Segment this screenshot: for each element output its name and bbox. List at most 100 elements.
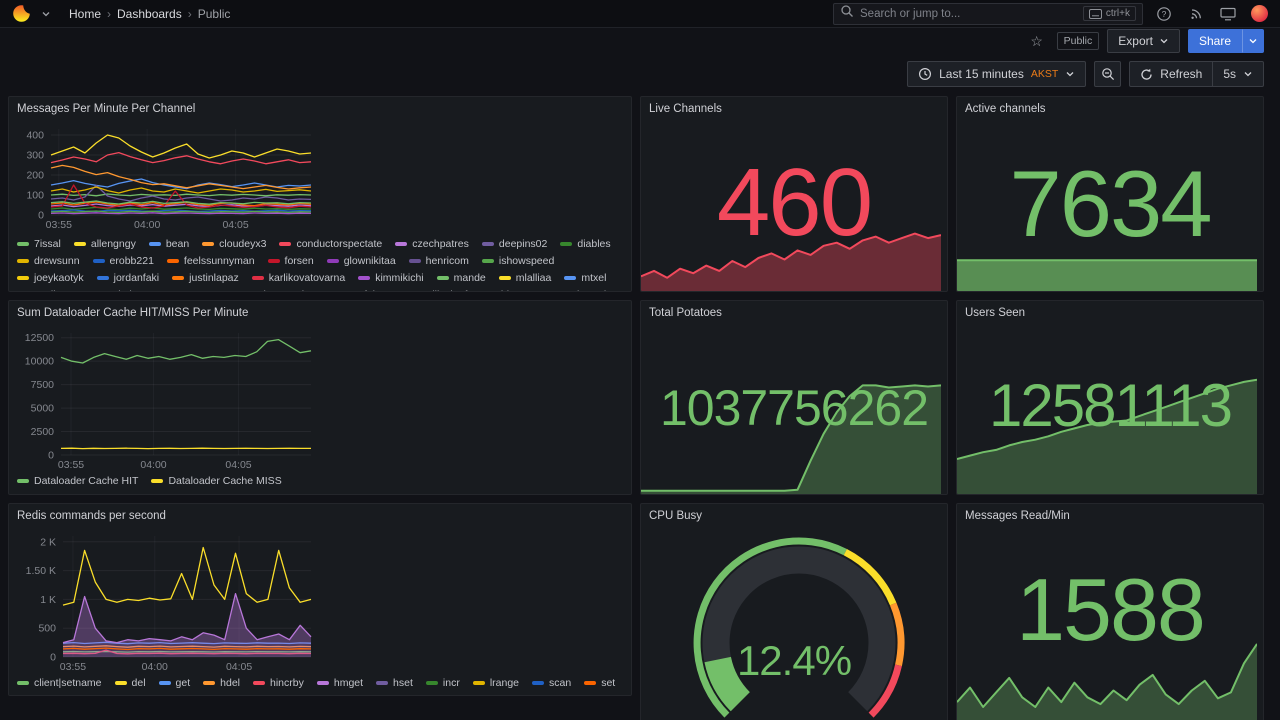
legend-item[interactable]: karlikovatovarna <box>251 271 345 285</box>
legend-swatch <box>481 242 494 246</box>
time-range-button[interactable]: Last 15 minutes AKST <box>907 61 1087 87</box>
legend-swatch <box>560 242 573 246</box>
panel-title[interactable]: Messages Read/Min <box>965 510 1070 522</box>
legend-item[interactable]: drewsunn <box>17 254 80 268</box>
legend-label: henricom <box>425 255 469 267</box>
legend-swatch <box>532 681 545 685</box>
legend-item[interactable]: incr <box>425 676 460 690</box>
svg-text:?: ? <box>1162 9 1167 19</box>
legend-item[interactable]: bean <box>148 237 189 251</box>
help-icon[interactable]: ? <box>1155 5 1173 23</box>
legend-item[interactable]: henricom <box>408 254 469 268</box>
legend-item[interactable]: rlgrandee <box>557 288 618 291</box>
grafana-logo-icon[interactable] <box>12 4 31 23</box>
legend-item[interactable]: mande <box>436 271 486 285</box>
chevron-down-icon <box>1066 72 1074 77</box>
legend-item[interactable]: joeykaotyk <box>17 271 84 285</box>
legend-item[interactable]: realliveleaf <box>400 288 467 291</box>
legend-item[interactable]: paak_hc <box>84 288 141 291</box>
legend-item[interactable]: kimmikichi <box>358 271 424 285</box>
legend-item[interactable]: qbaxa <box>279 288 325 291</box>
legend-label: Dataloader Cache HIT <box>34 475 139 487</box>
panel-title[interactable]: Sum Dataloader Cache HIT/MISS Per Minute <box>17 307 249 319</box>
legend-item[interactable]: cloudeyx3 <box>202 237 266 251</box>
cpu-gauge <box>693 537 905 718</box>
legend-item[interactable]: get <box>158 676 190 690</box>
legend-item[interactable]: hincrby <box>253 676 304 690</box>
legend-item[interactable]: del <box>114 676 146 690</box>
legend-label: del <box>131 677 146 689</box>
legend-item[interactable]: lrange <box>472 676 519 690</box>
legend-item[interactable]: hmget <box>316 676 363 690</box>
panel-title[interactable]: Live Channels <box>649 103 722 115</box>
chevron-down-icon <box>1160 39 1168 44</box>
keyboard-icon <box>1088 8 1102 19</box>
legend-item[interactable]: nosiiree <box>17 288 71 291</box>
legend-item[interactable]: psp1g <box>153 288 199 291</box>
legend-item[interactable]: erobb221 <box>92 254 154 268</box>
share-menu-button[interactable] <box>1242 29 1264 53</box>
panel-title[interactable]: CPU Busy <box>649 510 703 522</box>
legend-label: cloudeyx3 <box>219 238 267 250</box>
legend-item[interactable]: set <box>584 676 615 690</box>
legend-item[interactable]: ishowspeed <box>481 254 555 268</box>
refresh-interval-button[interactable]: 5s <box>1212 61 1264 87</box>
legend-item[interactable]: scan <box>532 676 571 690</box>
redis-chart[interactable]: 03:55 04:00 04:05 0 500 1 K 1.50 K 2 K <box>17 528 317 673</box>
legend-item[interactable]: ridgenes5 <box>480 288 543 291</box>
legend-swatch <box>584 681 597 685</box>
breadcrumb-home[interactable]: Home <box>69 6 102 21</box>
share-button[interactable]: Share <box>1187 29 1242 53</box>
panel-title[interactable]: Active channels <box>965 103 1046 115</box>
legend-item[interactable]: 7issal <box>17 237 61 251</box>
svg-text:04:00: 04:00 <box>142 661 168 673</box>
monitor-icon[interactable] <box>1219 5 1237 23</box>
stat-value: 1588 <box>1016 560 1206 659</box>
svg-text:2 K: 2 K <box>40 536 56 548</box>
legend-item[interactable]: rafakro <box>337 288 387 291</box>
panel-users-seen: Users Seen 12581113 <box>956 300 1264 495</box>
legend-item[interactable]: feelssunnyman <box>166 254 255 268</box>
legend-item[interactable]: allengngy <box>73 237 136 251</box>
legend-label: hset <box>393 677 413 689</box>
legend-item[interactable]: deepins02 <box>481 237 547 251</box>
chevron-down-icon[interactable] <box>37 5 55 23</box>
stat-value: 460 <box>716 149 873 256</box>
legend-item[interactable]: Dataloader Cache MISS <box>151 474 282 488</box>
svg-text:100: 100 <box>26 190 44 202</box>
legend-item[interactable]: Dataloader Cache HIT <box>17 474 138 488</box>
panel-title[interactable]: Redis commands per second <box>17 510 166 522</box>
panel-title[interactable]: Users Seen <box>965 307 1026 319</box>
breadcrumb-dashboards[interactable]: Dashboards <box>117 6 182 21</box>
zoom-out-button[interactable] <box>1094 61 1122 87</box>
avatar[interactable] <box>1251 5 1268 22</box>
legend-item[interactable]: client|setname <box>17 676 102 690</box>
search-box[interactable]: ctrl+k <box>833 2 1143 25</box>
breadcrumb: Home › Dashboards › Public <box>69 7 230 21</box>
legend-label: ishowspeed <box>498 255 555 267</box>
legend-item[interactable]: hdel <box>203 676 240 690</box>
legend-item[interactable]: jordanfaki <box>96 271 159 285</box>
rss-icon[interactable] <box>1187 5 1205 23</box>
legend-item[interactable]: conductorspectate <box>279 237 382 251</box>
search-input[interactable] <box>860 7 1077 20</box>
refresh-button[interactable]: Refresh <box>1129 61 1214 87</box>
dataloader-chart[interactable]: 03:55 04:00 04:05 0 2500 5000 7500 10000 12500 <box>17 325 317 471</box>
legend-item[interactable]: forsen <box>267 254 314 268</box>
messages-chart[interactable]: 03:55 04:00 04:05 0 100 200 300 400 <box>17 121 317 231</box>
legend-item[interactable]: pwgood <box>212 288 266 291</box>
legend-item[interactable]: mtxel <box>564 271 606 285</box>
export-button[interactable]: Export <box>1107 29 1180 53</box>
legend-item[interactable]: hset <box>376 676 413 690</box>
panel-title[interactable]: Messages Per Minute Per Channel <box>17 103 196 115</box>
legend-swatch <box>17 479 29 483</box>
star-button[interactable]: ☆ <box>1025 29 1049 53</box>
panel-cpu-busy: CPU Busy 12.4% <box>640 503 948 720</box>
legend-item[interactable]: czechpatres <box>395 237 469 251</box>
legend-item[interactable]: mlalliaa <box>498 271 551 285</box>
legend-item[interactable]: diables <box>560 237 611 251</box>
legend-label: psp1g <box>170 289 199 291</box>
legend-item[interactable]: glownikitaa <box>326 254 396 268</box>
panel-title[interactable]: Total Potatoes <box>649 307 722 319</box>
legend-item[interactable]: justinlapaz <box>172 271 239 285</box>
